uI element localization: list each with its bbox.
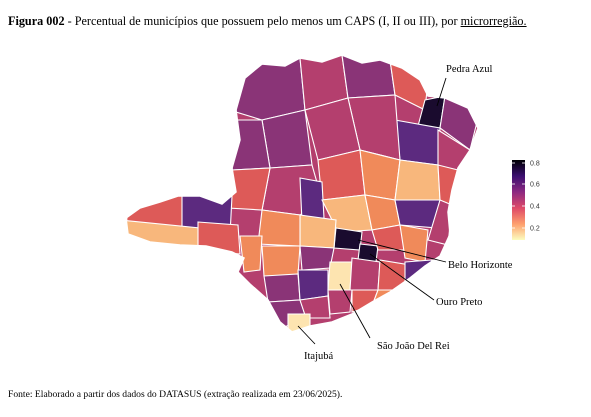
callout-line-pedra-azul bbox=[436, 77, 447, 107]
region-unai[interactable] bbox=[261, 109, 313, 169]
region-divinopolis[interactable] bbox=[299, 214, 337, 249]
figure-caption: Figura 002 - Percentual de municípios qu… bbox=[8, 14, 527, 29]
region-araxa[interactable] bbox=[257, 209, 301, 247]
legend-tick-0-6: 0.6 bbox=[530, 182, 540, 189]
region-belo-horizonte[interactable] bbox=[333, 227, 363, 251]
label-belo-horizonte: Belo Horizonte bbox=[448, 260, 513, 271]
callout-line-sao-joao-del-rei bbox=[339, 283, 371, 339]
label-ouro-preto: Ouro Preto bbox=[436, 297, 482, 308]
legend-colorbar bbox=[512, 160, 525, 240]
region-barbacena[interactable] bbox=[327, 289, 353, 315]
region-lavras[interactable] bbox=[299, 295, 331, 319]
callout-lines bbox=[297, 77, 447, 345]
region-patrocinio[interactable] bbox=[227, 167, 271, 211]
region-sao-joao-del-rei[interactable] bbox=[327, 261, 353, 291]
legend-tick-0-4: 0.4 bbox=[530, 204, 540, 211]
region-oliveira[interactable] bbox=[299, 245, 335, 271]
callout-line-belo-horizonte bbox=[357, 239, 447, 263]
label-pedra-azul: Pedra Azul bbox=[446, 64, 492, 75]
caption-link[interactable]: microrregião. bbox=[460, 14, 527, 28]
legend-tick-0-2: 0.2 bbox=[530, 226, 540, 233]
region-diamantina[interactable] bbox=[394, 159, 441, 201]
figure-number: Figura 002 bbox=[8, 14, 65, 28]
region-north-west[interactable] bbox=[235, 57, 306, 121]
callout-line-ouro-preto bbox=[369, 253, 435, 301]
color-legend: 0.8 0.6 0.4 0.2 bbox=[512, 160, 540, 240]
callout-line-itajuba bbox=[297, 325, 316, 345]
caption-separator: - bbox=[64, 14, 75, 28]
region-formiga[interactable] bbox=[261, 245, 301, 277]
caption-title: Percentual de municípios que possuem pel… bbox=[74, 14, 461, 28]
label-itajuba: Itajubá bbox=[304, 351, 333, 362]
region-pocos-de-caldas[interactable] bbox=[263, 273, 301, 303]
region-varginha[interactable] bbox=[297, 269, 329, 301]
legend-tick-0-8: 0.8 bbox=[530, 161, 540, 168]
state-outline bbox=[125, 54, 479, 333]
region-conselheiro-lafaiete[interactable] bbox=[349, 257, 381, 291]
region-jequitinhonha[interactable] bbox=[394, 119, 441, 166]
region-passos[interactable] bbox=[239, 235, 263, 273]
label-sao-joao-del-rei: São João Del Rei bbox=[377, 341, 450, 352]
source-note: Fonte: Elaborado a partir dos dados do D… bbox=[8, 389, 343, 400]
